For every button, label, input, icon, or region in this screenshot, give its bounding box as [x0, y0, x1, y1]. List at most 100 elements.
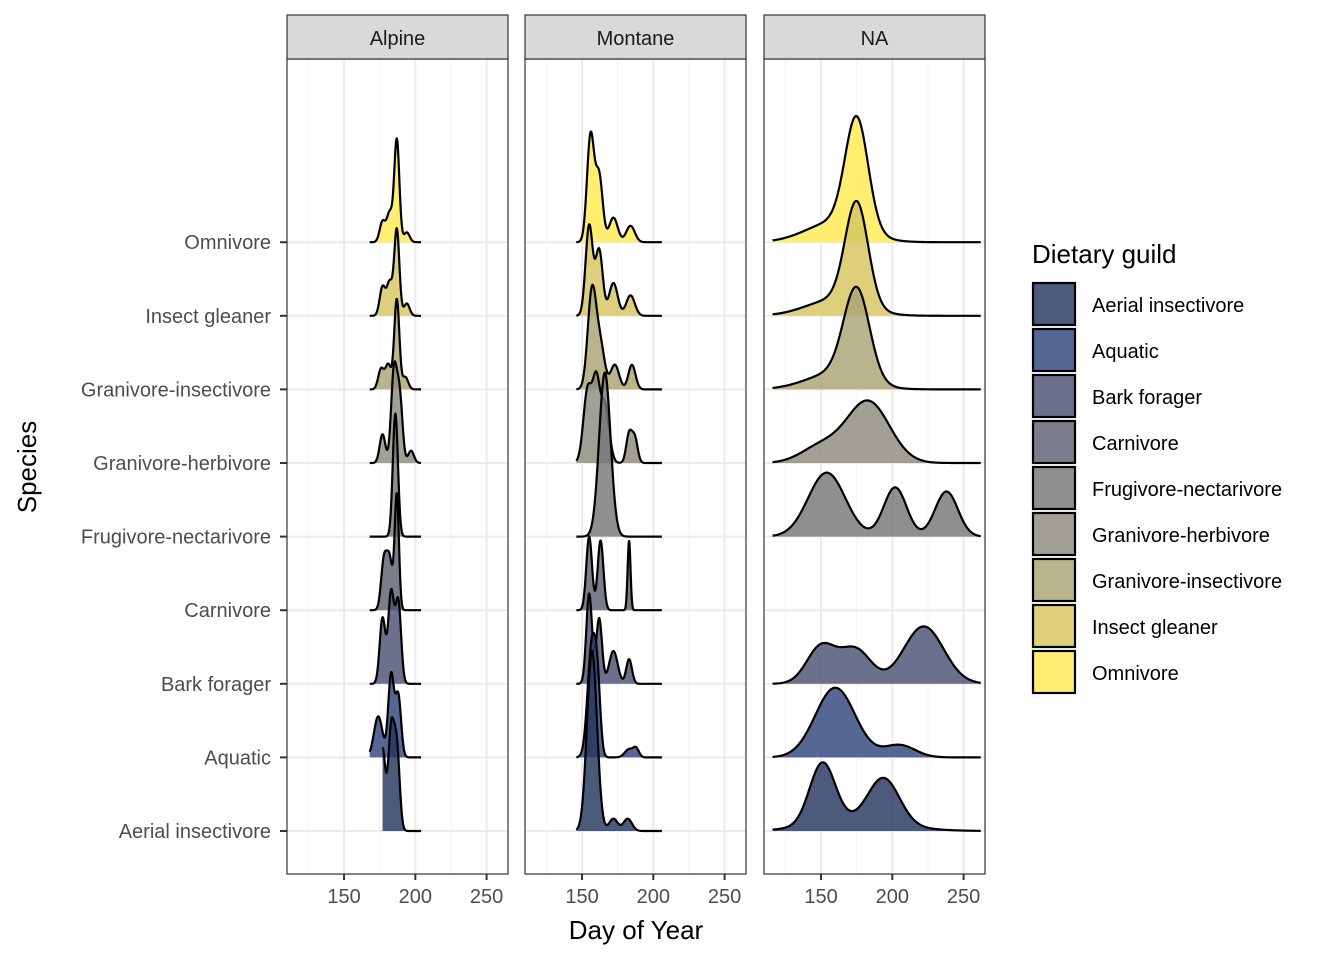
y-tick-label-granivore-herbivore: Granivore-herbivore [93, 453, 271, 475]
x-axis-montane: 150 200 250 [565, 874, 741, 908]
x-tick-label: 200 [637, 886, 670, 908]
ridge-line-alpine-carnivore [368, 492, 422, 612]
x-tick-label: 250 [470, 886, 503, 908]
ridge-line-na-insect-gleaner [772, 199, 981, 317]
strip-montane [524, 14, 747, 60]
ridge-fill-alpine-granivore-herbivore [369, 361, 422, 463]
ridge-line-montane-aerial-insectivore [575, 649, 663, 833]
legend-label: Carnivore [1092, 433, 1179, 455]
panel-montane: Montane 150 200 250 [524, 14, 747, 908]
ridge-line-na-aquatic [772, 686, 981, 759]
ridge-line-alpine-granivore-insectivore [368, 297, 422, 391]
y-tick-label-frugivore-nectarivore: Frugivore-nectarivore [81, 527, 271, 549]
y-tick-label-granivore-insectivore: Granivore-insectivore [81, 379, 271, 401]
legend-item-bark-forager: Bark forager [1031, 373, 1202, 419]
x-tick-label: 150 [327, 886, 360, 908]
ridge-line-montane-carnivore [575, 535, 663, 612]
ridge-fill-alpine-aerial-insectivore [382, 717, 422, 831]
legend-swatch [1031, 419, 1077, 465]
ridge-line-na-bark-forager [772, 625, 981, 685]
ridge-fill-montane-granivore-insectivore [576, 284, 662, 390]
legend-swatch [1031, 511, 1077, 557]
ridge-line-na-frugivore-nectarivore [772, 471, 981, 538]
ridge-fill-alpine-granivore-insectivore [369, 298, 422, 390]
ridge-line-montane-bark-forager [575, 592, 663, 685]
legend-item-omnivore: Omnivore [1031, 649, 1179, 695]
ridge-line-na-granivore-insectivore [772, 285, 981, 391]
y-tick-label-carnivore: Carnivore [184, 600, 271, 622]
ridge-line-na-aerial-insectivore [772, 761, 981, 832]
legend-item-insect-gleaner: Insect gleaner [1031, 603, 1218, 649]
legend-swatch [1031, 603, 1077, 649]
panel-alpine: Alpine 150 200 250 [286, 14, 509, 908]
ridge-line-montane-omnivore [575, 130, 663, 244]
ridge-line-montane-granivore-insectivore [575, 283, 663, 391]
x-tick-label: 150 [804, 886, 837, 908]
ridge-fill-na-insect-gleaner [772, 200, 981, 316]
legend-label: Aerial insectivore [1092, 295, 1244, 317]
ridge-line-na-granivore-herbivore [772, 399, 981, 465]
x-tick-label: 200 [399, 886, 432, 908]
ridge-line-montane-insect-gleaner [575, 223, 663, 317]
ridge-fill-montane-insect-gleaner [576, 224, 662, 316]
y-tick-label-aerial-insectivore: Aerial insectivore [119, 821, 271, 843]
strip-label-na: NA [861, 28, 889, 50]
grid [525, 59, 746, 874]
ridge-line-montane-frugivore-nectarivore [575, 371, 663, 538]
ridge-line-alpine-frugivore-nectarivore [368, 412, 422, 538]
strip-na [763, 14, 986, 60]
x-tick-label: 250 [708, 886, 741, 908]
x-tick-label: 250 [947, 886, 980, 908]
ridge-fill-alpine-insect-gleaner [369, 228, 422, 316]
ridge-line-montane-aquatic [575, 631, 663, 759]
legend-swatch [1031, 649, 1077, 695]
ridge-fill-na-aerial-insectivore [772, 762, 981, 831]
legend-label: Omnivore [1092, 663, 1179, 685]
ridge-fill-na-granivore-insectivore [772, 286, 981, 390]
ridge-fill-alpine-frugivore-nectarivore [369, 413, 422, 537]
legend-item-granivore-insectivore: Granivore-insectivore [1031, 557, 1282, 603]
ridges [575, 130, 663, 833]
ridge-fill-na-omnivore [772, 115, 981, 243]
ridge-fill-alpine-bark-forager [369, 588, 422, 684]
legend: Dietary guild Aerial insectivore Aquatic B… [1031, 239, 1282, 695]
legend-item-carnivore: Carnivore [1031, 419, 1179, 465]
ridge-fill-montane-frugivore-nectarivore [576, 372, 662, 537]
legend-item-granivore-herbivore: Granivore-herbivore [1031, 511, 1270, 557]
x-axis-na: 150 200 250 [804, 874, 980, 908]
x-tick-label: 150 [565, 886, 598, 908]
strip-alpine [286, 14, 509, 60]
ridge-fill-na-aquatic [772, 687, 981, 758]
legend-label: Frugivore-nectarivore [1092, 479, 1282, 501]
y-tick-label-omnivore: Omnivore [184, 232, 271, 254]
ridge-fill-na-frugivore-nectarivore [772, 472, 981, 537]
legend-swatch [1031, 373, 1077, 419]
strip-label-montane: Montane [597, 28, 675, 50]
ridges [368, 137, 422, 833]
panel-na: NA 150 200 250 [763, 14, 986, 908]
legend-item-aquatic: Aquatic [1031, 327, 1159, 373]
legend-title: Dietary guild [1032, 239, 1177, 269]
y-axis-title: Species [12, 421, 42, 514]
legend-label: Bark forager [1092, 387, 1202, 409]
y-tick-label-insect-gleaner: Insect gleaner [145, 306, 271, 328]
ridge-fill-montane-aerial-insectivore [576, 650, 662, 831]
legend-swatch [1031, 281, 1077, 327]
x-tick-label: 200 [876, 886, 909, 908]
ridge-line-montane-granivore-herbivore [575, 370, 663, 465]
ridges [772, 114, 981, 832]
legend-swatch [1031, 465, 1077, 511]
x-axis-alpine: 150 200 250 [327, 874, 503, 908]
facet-panels: Alpine 150 200 250 Montane 150 200 250 NA 150 200 2… [286, 14, 986, 908]
ridge-line-alpine-bark-forager [368, 587, 422, 685]
ridge-line-alpine-aquatic [368, 670, 422, 759]
legend-swatch [1031, 327, 1077, 373]
legend-swatch [1031, 557, 1077, 603]
ridge-line-alpine-aerial-insectivore [381, 716, 422, 833]
y-axis: Aerial insectivore Aquatic Bark forager Car… [81, 232, 287, 843]
legend-label: Granivore-herbivore [1092, 525, 1270, 547]
ridge-fill-montane-omnivore [576, 131, 662, 243]
ridge-fill-alpine-omnivore [369, 138, 422, 243]
ridge-fill-montane-carnivore [576, 536, 662, 611]
ridge-fill-alpine-carnivore [369, 493, 422, 611]
